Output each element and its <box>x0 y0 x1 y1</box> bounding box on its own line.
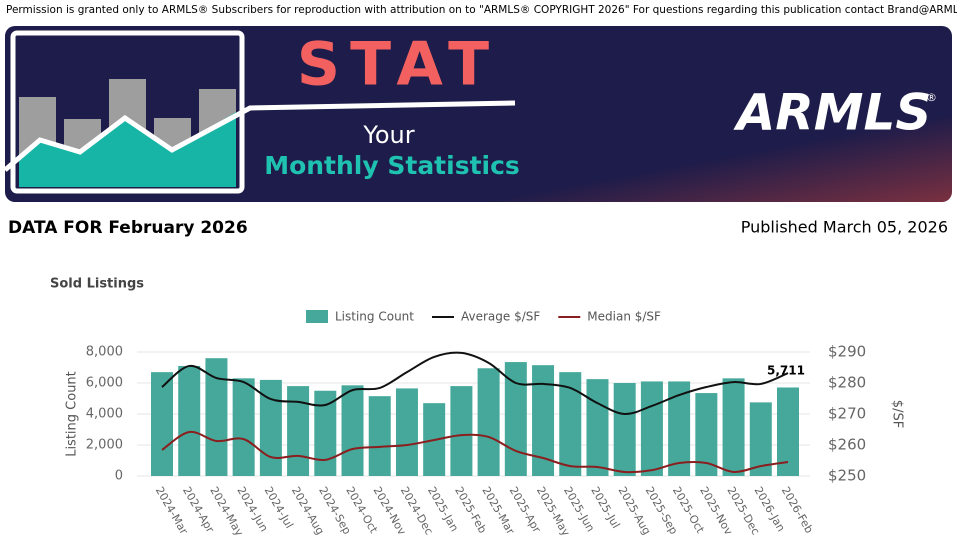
y-tick-label: 6,000 <box>86 376 123 391</box>
bar <box>695 393 718 476</box>
y-tick-label: 8,000 <box>86 345 123 360</box>
bar <box>722 378 745 476</box>
bar <box>777 387 799 476</box>
bar <box>586 379 609 476</box>
data-period: DATA FOR February 2026 <box>8 218 248 238</box>
published-date: Published March 05, 2026 <box>741 218 948 237</box>
bar <box>749 402 772 476</box>
line <box>161 351 789 416</box>
legend-label: Median $/SF <box>587 310 661 324</box>
permission-note: Permission is granted only to ARMLS® Sub… <box>6 4 957 16</box>
bar <box>232 378 255 476</box>
y2-tick-label: $250 <box>828 467 866 485</box>
y2-tick-label: $270 <box>828 405 866 423</box>
banner-graphic <box>3 30 516 194</box>
data-label: 5,711 <box>767 364 805 378</box>
bar <box>314 390 337 476</box>
y2-tick-label: $290 <box>828 343 866 361</box>
bar <box>368 396 391 476</box>
y-tick-label: 2,000 <box>86 438 123 453</box>
banner-line: Monthly Statistics <box>264 151 520 180</box>
bar <box>259 379 282 476</box>
y-tick-label: 4,000 <box>86 407 123 422</box>
y2-tick-label: $260 <box>828 436 866 454</box>
y-tick-label: 0 <box>115 469 123 484</box>
bar <box>178 365 201 476</box>
line <box>161 430 789 474</box>
bar <box>559 372 582 476</box>
y2-tick-label: $280 <box>828 374 866 392</box>
y2-axis-title: $/SF <box>890 400 905 428</box>
bar <box>613 383 636 476</box>
legend-swatch <box>306 310 328 323</box>
legend-label: Average $/SF <box>461 310 540 324</box>
bar <box>151 372 173 476</box>
bar <box>450 386 473 476</box>
bar <box>640 381 663 476</box>
bar <box>287 386 310 476</box>
logo: ARMLS <box>733 84 932 142</box>
legend-label: Listing Count <box>335 310 414 324</box>
bar <box>477 368 500 476</box>
bar <box>205 358 228 476</box>
banner-line: Your <box>362 121 414 149</box>
chart-title: Sold Listings <box>50 277 144 292</box>
bar <box>395 388 418 476</box>
bar <box>532 365 555 476</box>
bar <box>341 385 364 476</box>
y-axis-title: Listing Count <box>65 371 80 457</box>
logo-mark: ® <box>926 91 937 104</box>
bar <box>668 381 691 476</box>
banner-title: STAT <box>297 30 499 100</box>
